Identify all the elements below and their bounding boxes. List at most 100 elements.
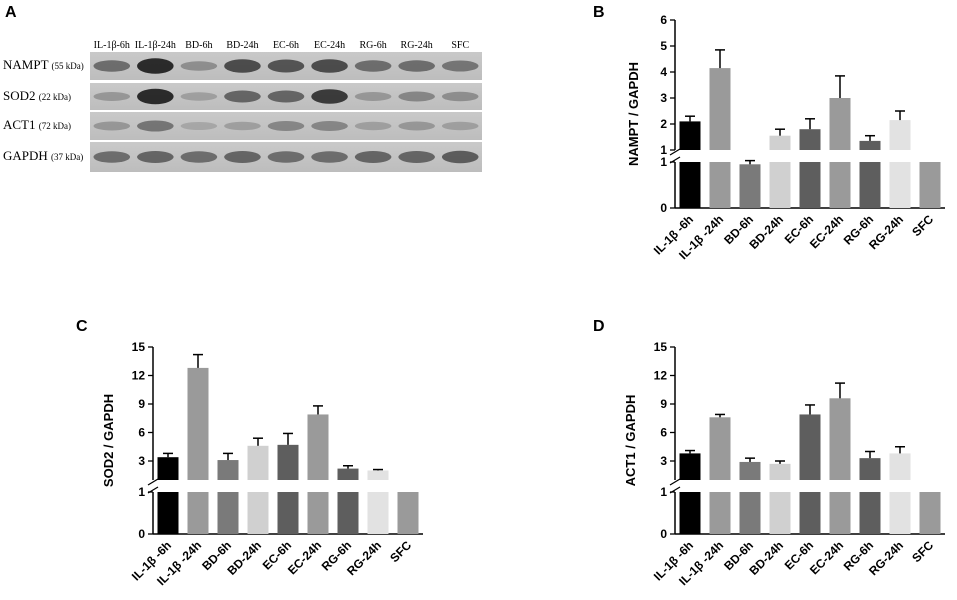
y-tick-label: 4 <box>660 65 667 79</box>
x-tick-label: BD-24h <box>225 538 265 578</box>
blot-band <box>137 120 174 132</box>
blot-band <box>93 60 131 72</box>
bar-upper <box>187 367 209 480</box>
western-blot-panel: IL-1β-6h IL-1β-24h BD-6h BD-24h EC-6h EC-24h R… <box>0 0 490 180</box>
x-tick-label: EC-24h <box>807 538 846 577</box>
bar-lower <box>889 492 911 534</box>
bar-upper <box>889 120 911 150</box>
blot-band <box>311 59 348 73</box>
y-tick-label: 12 <box>654 369 668 383</box>
y-tick-label: 6 <box>660 13 667 27</box>
blot-row-label: SOD2 (22 kDa) <box>3 88 71 104</box>
blot-protein-kda: (72 kDa) <box>38 121 71 131</box>
blot-band <box>398 91 435 102</box>
blot-band <box>441 121 479 131</box>
bar-upper <box>277 444 299 480</box>
blot-row-label: NAMPT (55 kDa) <box>3 57 84 73</box>
blot-band <box>93 92 131 101</box>
bar-upper <box>679 453 701 480</box>
bar-upper <box>829 398 851 480</box>
y-tick-label: 0 <box>660 527 667 541</box>
axis-break-mark <box>147 478 159 486</box>
bar-lower <box>157 492 179 534</box>
bar-upper <box>337 468 359 480</box>
bar-upper <box>739 461 761 480</box>
blot-band <box>354 151 392 163</box>
axis-break-mark <box>669 478 681 486</box>
y-tick-label: 9 <box>660 397 667 411</box>
bar-upper <box>709 68 731 150</box>
bar-lower <box>829 492 851 534</box>
bar-upper <box>859 458 881 480</box>
blot-band <box>354 60 392 72</box>
y-tick-label: 0 <box>660 201 667 215</box>
panel-letter-c: C <box>76 318 88 335</box>
blot-protein-kda: (55 kDa) <box>51 61 84 71</box>
bar-lower <box>367 492 389 534</box>
y-axis-label: NAMPT / GAPDH <box>626 62 641 166</box>
y-tick-label: 12 <box>132 369 146 383</box>
blot-band <box>311 89 348 104</box>
bar-upper <box>799 129 821 150</box>
blot-band <box>311 121 348 131</box>
bar-upper <box>859 140 881 150</box>
bar-lower <box>397 492 419 534</box>
blot-strip <box>90 83 482 110</box>
bar-upper <box>247 445 269 480</box>
bar-lower <box>709 492 731 534</box>
blot-row-label: ACT1 (72 kDa) <box>3 117 71 133</box>
blot-band <box>311 151 348 163</box>
bar-lower <box>919 492 941 534</box>
blot-lane-label: EC-24h <box>313 40 346 51</box>
panel-letter-d: D <box>593 318 605 335</box>
bar-lower <box>217 492 239 534</box>
y-tick-label: 15 <box>132 340 146 354</box>
blot-band <box>93 121 131 131</box>
blot-lane-label: RG-6h <box>359 40 387 51</box>
bar-lower <box>799 162 821 208</box>
blot-protein-kda: (22 kDa) <box>38 91 72 102</box>
blot-lane-label: BD-6h <box>185 40 213 51</box>
y-tick-label: 3 <box>660 91 667 105</box>
bar-upper <box>307 414 329 480</box>
blot-strip <box>90 52 482 80</box>
blot-band <box>180 151 218 163</box>
bar-lower <box>919 162 941 208</box>
blot-band <box>224 59 261 73</box>
blot-band <box>441 60 479 72</box>
bar-lower <box>769 492 791 534</box>
x-tick-label: SFC <box>909 212 936 239</box>
x-tick-label: SFC <box>387 538 414 565</box>
bar-lower <box>337 492 359 534</box>
y-tick-label: 5 <box>660 39 667 53</box>
blot-protein-kda: (37 kDa) <box>51 152 84 162</box>
blot-lane-label: RG-24h <box>400 40 433 51</box>
y-tick-label: 1 <box>660 485 667 499</box>
bar-upper <box>769 135 791 150</box>
blot-band <box>267 121 305 131</box>
bar-upper <box>709 417 731 480</box>
y-tick-label: 1 <box>660 155 667 169</box>
bar-upper <box>889 453 911 480</box>
blot-lane-label: SFC <box>451 40 470 51</box>
blot-band <box>137 151 174 163</box>
blot-row-label: GAPDH (37 kDa) <box>3 148 83 164</box>
blot-strip <box>90 112 482 140</box>
y-axis-label: SOD2 / GAPDH <box>101 394 116 487</box>
bar-upper <box>217 460 239 480</box>
bar-lower <box>799 492 821 534</box>
x-tick-label: BD-24h <box>747 538 787 578</box>
bar-upper <box>157 457 179 480</box>
blot-protein-name: SOD2 <box>3 87 39 103</box>
blot-lane-label: EC-6h <box>272 40 300 51</box>
y-tick-label: 3 <box>138 454 145 468</box>
bar-upper <box>769 463 791 480</box>
blot-lane-label: IL-1β-24h <box>134 40 176 51</box>
blot-band <box>441 150 479 164</box>
bar-lower <box>709 162 731 208</box>
blot-band <box>180 122 218 130</box>
blot-band <box>354 121 392 131</box>
x-tick-label: EC-24h <box>285 538 324 577</box>
bar-upper <box>679 121 701 150</box>
